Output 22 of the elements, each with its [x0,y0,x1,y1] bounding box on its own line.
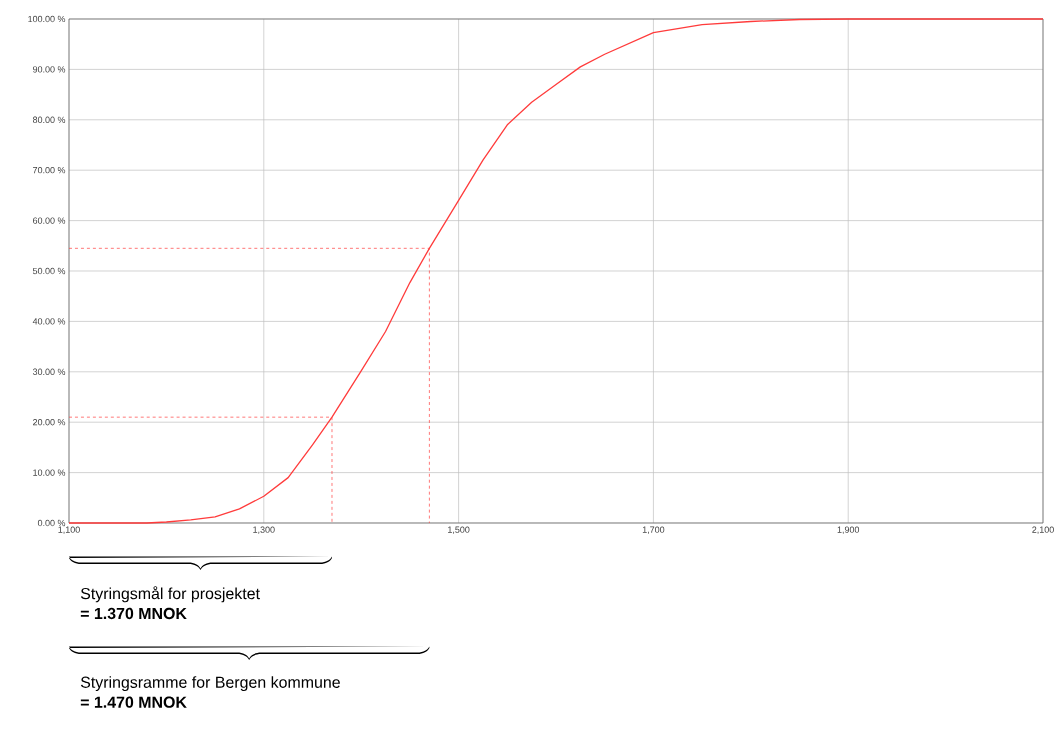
text: Styringsramme for Bergen kommune [80,676,340,692]
text: Styringsmål for prosjektet [80,586,260,603]
x-tick-label: 1,700 [642,526,665,534]
x-tick-label: 1,100 [58,526,80,534]
y-tick-label: 40.00 % [32,318,66,325]
y-tick-label: 60.00 % [33,217,66,224]
x-tick-label: 1,500 [448,526,470,534]
x-tick-label: 2,100 [1032,526,1054,534]
y-tick-label: 0.00 % [37,519,66,527]
x-tick-label: 1,900 [837,526,860,534]
y-tick-label: 80.00 % [32,116,66,123]
x-tick-label: 1,300 [253,526,275,534]
y-tick-label: 20.00 % [33,419,66,426]
line-series [68,18,1044,524]
y-tick-label: 10.00 % [33,469,66,476]
y-tick-label: 100.00 % [28,15,66,23]
text: = 1.470 MNOK [80,696,187,708]
text: = 1.370 MNOK [80,607,187,620]
y-tick-label: 50.00 % [32,267,66,275]
y-tick-label: 90.00 % [33,66,66,73]
y-tick-label: 70.00 % [33,167,66,174]
y-tick-label: 30.00 % [32,368,66,375]
